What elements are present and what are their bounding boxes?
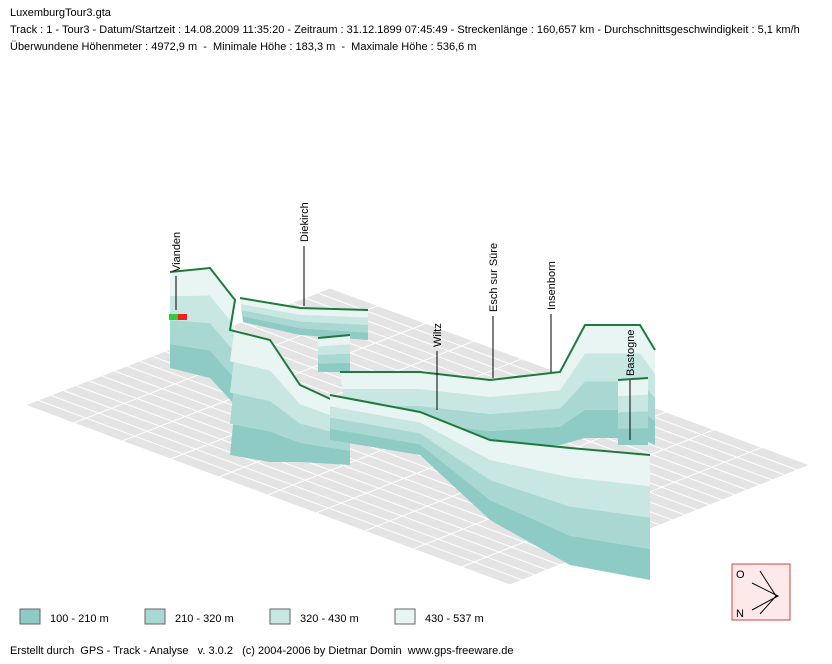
footer: Erstellt durch GPS - Track - Analyse v. … (10, 645, 514, 657)
legend-swatch (144, 608, 166, 625)
track-line (617, 377, 649, 381)
ribbon-band (618, 411, 648, 429)
height-info: Überwundene Höhenmeter : 4972,9 m - Mini… (10, 41, 477, 53)
start-marker (169, 314, 178, 320)
track-line (340, 324, 656, 382)
legend: 100 - 210 m 210 - 320 m 320 - 430 m 430 - 5… (19, 608, 484, 625)
legend-label: 430 - 537 m (425, 613, 484, 625)
compass: O N (731, 563, 791, 621)
ribbon-band (618, 378, 648, 397)
ribbon-band (170, 268, 350, 423)
file-title: LuxemburgTour3.gta (10, 7, 112, 19)
ribbon-band (241, 310, 368, 333)
ribbon-band (170, 344, 350, 465)
legend-swatch (269, 608, 291, 625)
track-line (317, 334, 351, 339)
compass-top: O (736, 569, 745, 581)
ribbon-band (240, 304, 368, 325)
track-line (329, 394, 651, 456)
legend-label: 320 - 430 m (300, 613, 359, 625)
track-line (169, 266, 351, 409)
ribbon-band (330, 428, 650, 580)
place-label: Vianden (171, 232, 183, 272)
ribbon-band (330, 406, 650, 518)
place-label: Insenborn (546, 261, 558, 310)
end-marker (178, 314, 187, 320)
ribbon-band (240, 298, 368, 318)
compass-bottom: N (736, 608, 744, 620)
ribbon-band (618, 428, 648, 445)
compass-arrow (751, 570, 780, 615)
legend-swatch (19, 608, 41, 625)
legend-label: 210 - 320 m (175, 613, 234, 625)
ribbon-band (342, 353, 655, 414)
place-label: Esch sur Süre (488, 243, 500, 312)
ribbon-band (170, 320, 350, 451)
ribbon-band (318, 362, 350, 372)
ribbon-band (618, 394, 648, 413)
place-label: Diekirch (299, 202, 311, 242)
ribbon-band (242, 316, 368, 340)
place-labels: Vianden Diekirch Wiltz Esch sur Süre Insenbo… (169, 202, 637, 440)
ribbon-band (318, 353, 350, 364)
place-label: Wiltz (432, 323, 444, 347)
compass-box (731, 563, 791, 621)
elevation-ribbon (169, 266, 656, 580)
track-info: Track : 1 - Tour3 - Datum/Startzeit : 14… (10, 24, 800, 36)
legend-swatch (394, 608, 416, 625)
place-label: Bastogne (625, 330, 637, 376)
ribbon-band (318, 344, 350, 355)
track-line (239, 297, 369, 311)
legend-label: 100 - 210 m (50, 613, 109, 625)
ribbon-band (330, 417, 650, 549)
